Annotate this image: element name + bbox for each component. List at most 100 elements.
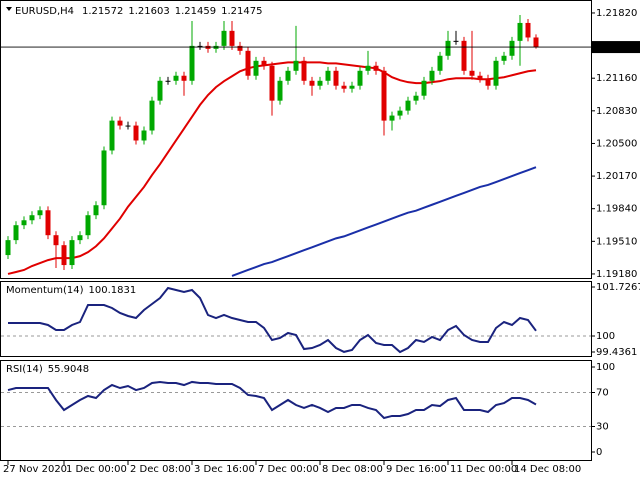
candle-body [437, 55, 443, 71]
candle-body [317, 80, 323, 86]
y-tick-label: 101.7267 [596, 282, 640, 293]
candle-body [341, 85, 347, 89]
candle-body [53, 235, 59, 246]
candle-body [453, 40, 459, 42]
candle-body [221, 30, 227, 46]
candle-body [117, 120, 123, 126]
momentum-frame [0, 281, 592, 357]
y-tick-label: 1.20170 [596, 171, 637, 182]
candle-body [237, 45, 243, 51]
candle-body [429, 70, 435, 81]
candle-body [461, 40, 467, 71]
indicator-line [8, 286, 537, 354]
candle-body [173, 75, 179, 81]
x-tick-label: 1 Dec 00:00 [66, 464, 127, 475]
y-tick-label: 1.19180 [596, 269, 637, 280]
candle-body [381, 70, 387, 121]
candle-body [133, 125, 139, 141]
candle-body [149, 100, 155, 131]
x-tick-label: 11 Dec 00:00 [450, 464, 517, 475]
candle-body [37, 210, 43, 216]
candle-body [165, 80, 171, 82]
x-tick-label: 9 Dec 16:00 [386, 464, 447, 475]
candle-body [253, 60, 259, 76]
candle-body [109, 120, 115, 151]
candle-body [229, 30, 235, 46]
y-tick-label: 99.4361 [596, 347, 637, 358]
candle-body [397, 110, 403, 116]
ohlc-value: 1.21572 [82, 6, 123, 17]
y-tick-label: 1.19510 [596, 236, 637, 247]
indicator-title: Momentum(14) [6, 285, 84, 296]
candle-body [13, 225, 19, 241]
candle-body [517, 22, 523, 41]
candle-body [413, 95, 419, 101]
candle-body [77, 235, 83, 241]
y-tick-label: 30 [596, 422, 609, 433]
y-tick-label: 100 [596, 331, 615, 342]
candle-body [101, 150, 107, 206]
y-tick-label: 1.20500 [596, 138, 637, 149]
candle-body [69, 240, 75, 266]
candle-body [293, 60, 299, 71]
price-frame [0, 0, 592, 279]
candle-body [29, 215, 35, 221]
y-tick-label: 1.21820 [596, 8, 637, 19]
candle-body [357, 70, 363, 86]
x-tick-label: 8 Dec 08:00 [322, 464, 383, 475]
candle-body [181, 75, 187, 81]
candle-body [469, 70, 475, 76]
candle-body [125, 125, 131, 127]
candle-body [485, 78, 491, 86]
chart-title: EURUSD,H4 [15, 6, 74, 17]
candle-body [493, 60, 499, 86]
candle-body [349, 85, 355, 89]
candle-body [421, 80, 427, 96]
candle-body [501, 55, 507, 61]
price-label-box [592, 41, 640, 54]
frames [0, 0, 592, 461]
indicator-title: RSI(14) [6, 364, 43, 375]
menu-arrow[interactable] [6, 7, 12, 11]
price-label: 1.21475 [596, 42, 637, 53]
indicator-value: 100.1831 [89, 285, 137, 296]
ohlc-value: 1.21459 [175, 6, 216, 17]
candle-body [261, 60, 267, 66]
y-tick-label: 1.20830 [596, 106, 637, 117]
x-tick-label: 27 Nov 2020 [3, 464, 67, 475]
candle-body [309, 80, 315, 86]
y-tick-label: 1.21160 [596, 73, 637, 84]
indicator-value: 55.9048 [48, 364, 89, 375]
candle-body [245, 50, 251, 76]
candle-body [301, 60, 307, 81]
candle-body [141, 130, 147, 141]
candle-body [61, 245, 67, 266]
candle-body [269, 65, 275, 101]
candle-body [405, 100, 411, 111]
candle-body [509, 40, 515, 56]
y-tick-label: 1.19840 [596, 204, 637, 215]
ohlc-value: 1.21475 [221, 6, 262, 17]
candle-body [373, 65, 379, 71]
candle-body [45, 210, 51, 236]
candle-body [525, 22, 531, 38]
candle-body [285, 70, 291, 81]
candle-body [93, 205, 99, 216]
rsi-frame [0, 360, 592, 461]
candle-body [389, 115, 395, 121]
candle-body [189, 45, 195, 81]
candle-body [325, 70, 331, 81]
candle-body [333, 70, 339, 86]
candle-body [85, 215, 91, 236]
candle-body [21, 220, 27, 226]
moving-average [231, 166, 537, 277]
candle-body [533, 37, 539, 48]
candle-body [197, 45, 203, 47]
y-tick-label: 100 [596, 362, 615, 373]
ohlc-value: 1.21603 [128, 6, 169, 17]
candle-body [157, 80, 163, 101]
x-tick-label: 2 Dec 08:00 [130, 464, 191, 475]
y-tick-label: 70 [596, 388, 609, 399]
x-tick-label: 3 Dec 16:00 [194, 464, 255, 475]
